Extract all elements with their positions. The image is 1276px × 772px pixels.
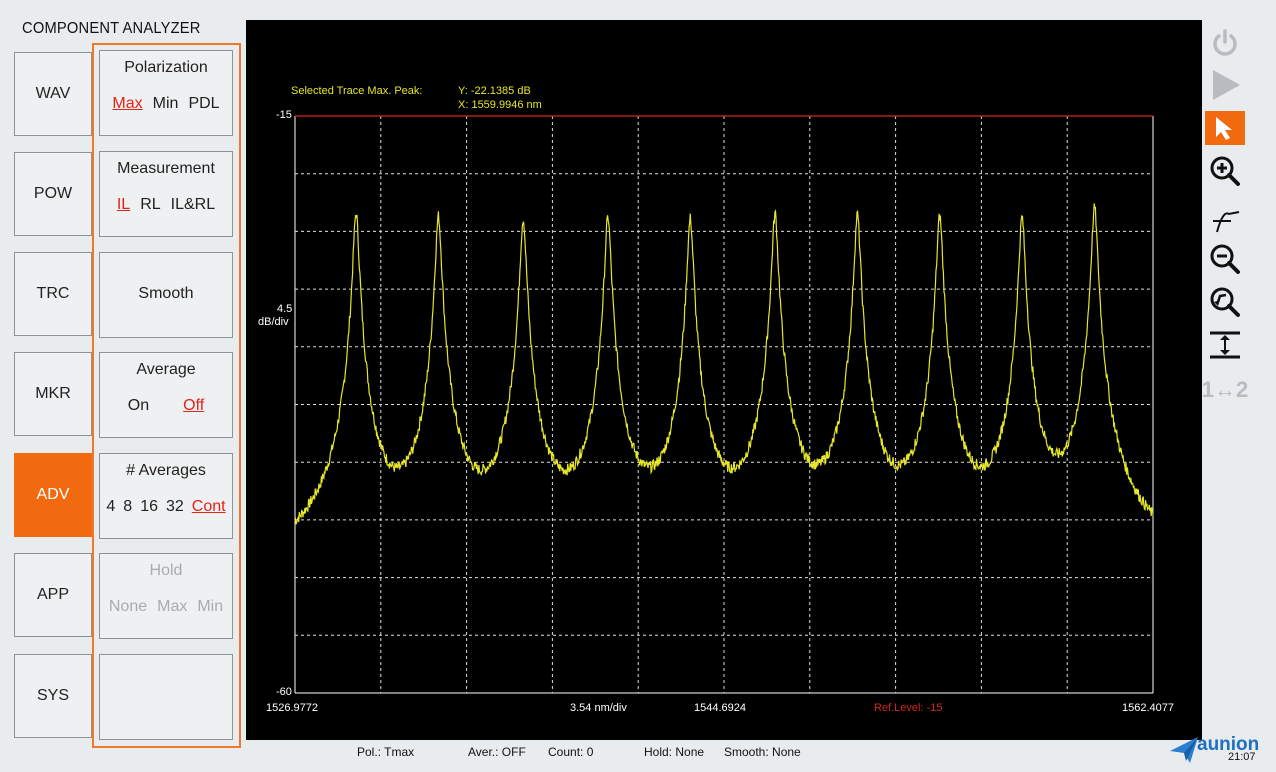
zoom-reset-icon [1210, 287, 1240, 317]
power-button[interactable] [1205, 26, 1245, 60]
polarization-title: Polarization [124, 59, 208, 76]
zoom-reset-button[interactable] [1205, 285, 1245, 319]
x-axis-end-label: 1562.4077 [1122, 702, 1174, 714]
average-off-option[interactable]: Off [183, 397, 205, 414]
brand-logo-text: aunion [1197, 734, 1260, 755]
y-axis-top-label: -15 [276, 109, 292, 121]
run-icon [1213, 70, 1240, 100]
average-setting[interactable]: Average On Off [99, 352, 233, 438]
peak-readout-label: Selected Trace Max. Peak: [291, 85, 423, 97]
x-axis-center-label: 1544.6924 [694, 702, 746, 714]
averages-4-option[interactable]: 4 [106, 498, 116, 515]
smooth-title: Smooth [138, 285, 194, 302]
ref-level-label: Ref.Level: -15 [874, 702, 943, 714]
nav-mkr-button[interactable]: MKR [14, 352, 92, 436]
average-on-option[interactable]: On [127, 397, 150, 414]
trace-swap-icon: 1↔2 [1201, 377, 1249, 402]
peak-marker-button[interactable] [1205, 204, 1245, 238]
num-averages-title: # Averages [126, 462, 206, 479]
hold-title: Hold [149, 562, 183, 579]
trace-swap-button[interactable]: 1↔2 [1201, 373, 1249, 407]
averages-32-option[interactable]: 32 [166, 498, 184, 515]
auto-scale-button[interactable] [1205, 328, 1245, 362]
status-count: Count: 0 [548, 745, 594, 759]
hold-max-option: Max [157, 598, 188, 615]
zoom-in-button[interactable] [1205, 154, 1245, 188]
polarization-pdl-option[interactable]: PDL [188, 95, 220, 112]
empty-setting-button[interactable] [99, 654, 233, 740]
settings-panel [92, 43, 241, 748]
run-button[interactable] [1205, 68, 1245, 102]
hold-none-option: None [108, 598, 148, 615]
peak-readout-x: X: 1559.9946 nm [458, 99, 542, 111]
zoom-out-button[interactable] [1205, 242, 1245, 276]
hold-min-option: Min [197, 598, 224, 615]
num-averages-setting[interactable]: # Averages 4 8 16 32 Cont [99, 453, 233, 539]
trace-plot[interactable]: Selected Trace Max. Peak: Y: -22.1385 dB… [246, 20, 1202, 740]
status-clock: 21:07 [1228, 751, 1256, 763]
zoom-out-icon [1210, 244, 1240, 274]
x-axis-start-label: 1526.9772 [266, 702, 318, 714]
status-hold: Hold: None [644, 745, 705, 759]
polarization-setting[interactable]: Polarization Max Min PDL [99, 50, 233, 136]
zoom-in-icon [1210, 156, 1240, 186]
measurement-title: Measurement [117, 160, 215, 177]
status-average: Aver.: OFF [468, 745, 526, 759]
trace-plot-canvas [294, 115, 1154, 694]
peak-marker-icon [1213, 211, 1240, 233]
nav-app-button[interactable]: APP [14, 553, 92, 637]
measurement-rl-option[interactable]: RL [140, 196, 161, 213]
nav-wav-button[interactable]: WAV [14, 52, 92, 136]
app-title: COMPONENT ANALYZER [22, 20, 201, 37]
averages-cont-option[interactable]: Cont [191, 498, 226, 515]
brand-logo-icon [1170, 737, 1198, 763]
y-div-value: 4.5 [277, 303, 293, 315]
pointer-icon [1216, 117, 1232, 140]
averages-8-option[interactable]: 8 [123, 498, 133, 515]
measurement-setting[interactable]: Measurement IL RL IL&RL [99, 151, 233, 237]
smooth-button[interactable]: Smooth [99, 252, 233, 338]
power-icon [1213, 29, 1237, 56]
nav-sys-button[interactable]: SYS [14, 654, 92, 738]
status-smooth: Smooth: None [724, 745, 801, 759]
nav-pow-button[interactable]: POW [14, 152, 92, 236]
measurement-il-option[interactable]: IL [116, 196, 131, 213]
polarization-min-option[interactable]: Min [152, 95, 179, 112]
y-axis-bottom-label: -60 [276, 686, 292, 698]
x-div-label: 3.54 nm/div [570, 702, 627, 714]
average-title: Average [136, 361, 196, 378]
status-polarization: Pol.: Tmax [357, 745, 415, 759]
measurement-ilrl-option[interactable]: IL&RL [170, 196, 216, 213]
polarization-max-option[interactable]: Max [112, 95, 143, 112]
auto-scale-icon [1210, 331, 1240, 359]
y-div-unit: dB/div [258, 316, 289, 328]
peak-readout-y: Y: -22.1385 dB [458, 85, 531, 97]
nav-adv-button[interactable]: ADV [14, 453, 92, 537]
nav-trc-button[interactable]: TRC [14, 252, 92, 336]
averages-16-option[interactable]: 16 [140, 498, 158, 515]
pointer-tool-button[interactable] [1205, 111, 1245, 145]
hold-setting: Hold None Max Min [99, 553, 233, 639]
spectrum-trace-line [294, 203, 1154, 525]
